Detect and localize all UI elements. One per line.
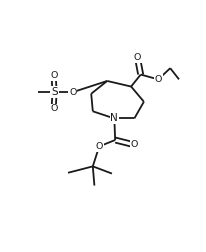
Text: O: O [154,75,162,84]
Text: O: O [96,142,103,151]
Text: O: O [134,53,141,62]
Text: N: N [110,113,118,123]
Text: O: O [50,71,57,80]
Text: O: O [69,88,77,97]
Text: S: S [51,87,58,97]
Text: O: O [50,104,57,113]
Text: O: O [131,140,138,149]
